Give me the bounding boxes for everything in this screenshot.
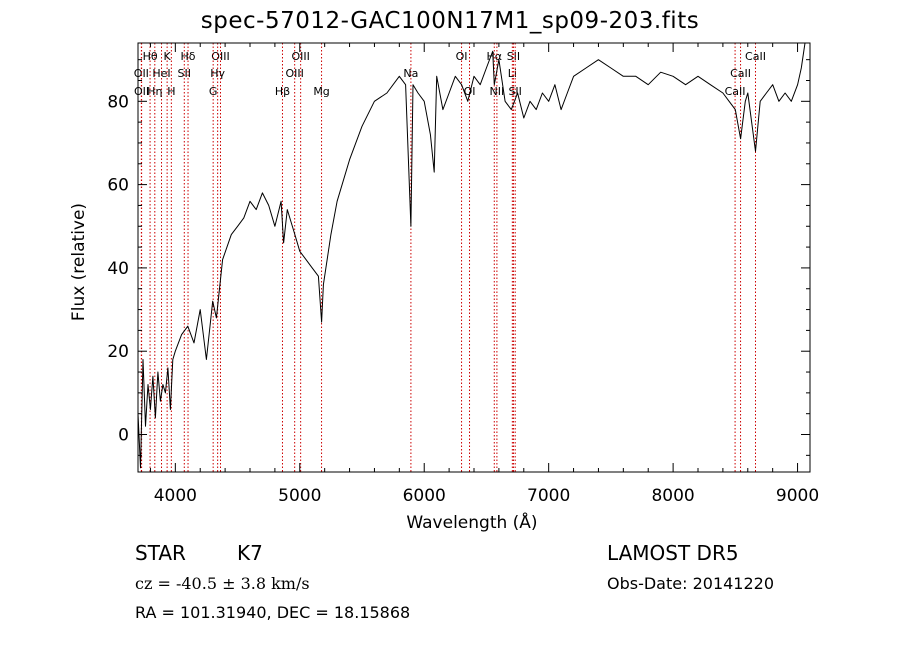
plot-frame xyxy=(137,42,811,473)
line-marker-label: Li xyxy=(508,67,517,80)
y-tick-label: 60 xyxy=(107,176,129,196)
x-axis-label: Wavelength (Å) xyxy=(406,511,537,533)
x-tick-label: 6000 xyxy=(403,486,446,506)
x-axis: 4000 5000 6000 7000 8000 9000 xyxy=(149,43,819,506)
line-marker-label: OI xyxy=(464,85,476,98)
x-tick-label: 4000 xyxy=(154,486,197,506)
spectrum-series xyxy=(137,42,806,469)
line-marker-label: CaII xyxy=(730,67,751,80)
line-marker-label: Mg xyxy=(313,85,329,98)
line-marker-label: SII xyxy=(178,67,191,80)
y-tick-label: 0 xyxy=(118,426,129,446)
y-tick-label: 20 xyxy=(107,342,129,362)
survey-name: LAMOST DR5 xyxy=(607,541,739,565)
line-marker-label: CaII xyxy=(725,85,746,98)
line-marker-label: OIII xyxy=(285,67,303,80)
chart-title: spec-57012-GAC100N17M1_sp09-203.fits xyxy=(200,8,700,34)
line-marker-label: H xyxy=(167,85,175,98)
spectrum-line xyxy=(137,42,806,469)
line-marker-label: Hθ xyxy=(143,50,158,63)
line-marker-label: CaII xyxy=(745,50,766,63)
x-tick-label: 9000 xyxy=(776,486,819,506)
object-subclass: K7 xyxy=(237,541,263,565)
line-marker-label: Hδ xyxy=(181,50,196,63)
line-marker-label: HeI xyxy=(152,67,170,80)
line-marker-label: Na xyxy=(403,67,418,80)
line-marker-label: Hγ xyxy=(210,67,225,80)
y-axis: 0 20 40 60 80 xyxy=(107,59,810,456)
line-marker-label: OIII xyxy=(211,50,229,63)
y-tick-label: 40 xyxy=(107,259,129,279)
line-marker-label: Hα xyxy=(487,50,503,63)
x-tick-label: 5000 xyxy=(278,486,321,506)
object-type: STAR xyxy=(135,541,186,565)
line-marker-label: Hβ xyxy=(275,85,290,98)
observation-date: Obs-Date: 20141220 xyxy=(607,574,775,593)
y-tick-label: 80 xyxy=(107,92,129,112)
line-marker-label: SII xyxy=(508,85,521,98)
x-tick-label: 7000 xyxy=(527,486,570,506)
line-marker-label: G xyxy=(209,85,218,98)
redshift-cz: cz = -40.5 ± 3.8 km/s xyxy=(135,574,310,593)
line-marker-label: NII xyxy=(490,85,505,98)
line-marker-label: OI xyxy=(456,50,468,63)
line-marker-label: OIII xyxy=(291,50,309,63)
x-tick-label: 8000 xyxy=(651,486,694,506)
y-axis-label: Flux (relative) xyxy=(69,203,89,321)
coordinates: RA = 101.31940, DEC = 18.15868 xyxy=(135,603,411,622)
line-marker-label: Hη xyxy=(147,85,162,98)
line-marker-label: SII xyxy=(507,50,520,63)
line-marker-label: K xyxy=(164,50,172,63)
